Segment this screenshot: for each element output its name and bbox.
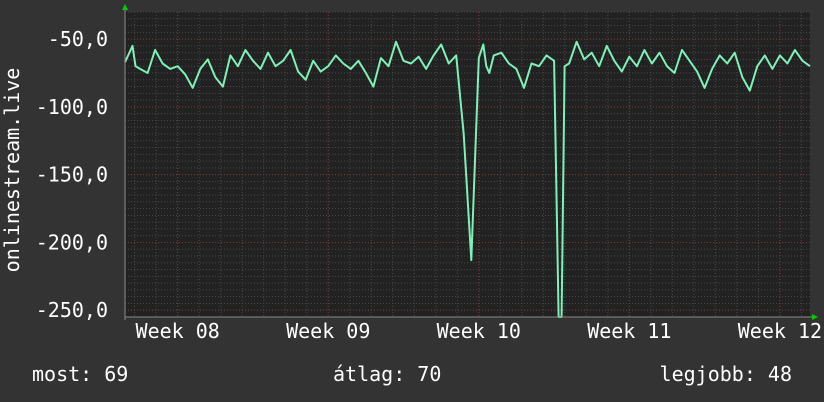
y-axis-label: onlinestream.live xyxy=(0,68,24,273)
x-tick-labels: Week 08 Week 09 Week 10 Week 11 Week 12 xyxy=(136,319,822,343)
grid xyxy=(125,11,810,318)
x-tick-label: Week 12 xyxy=(738,319,822,343)
x-tick-label: Week 09 xyxy=(286,319,370,343)
best-value: legjobb: 48 xyxy=(659,362,792,386)
y-tick-label: -100,0 xyxy=(36,95,108,119)
plot-background xyxy=(125,12,810,317)
y-tick-label: -150,0 xyxy=(36,163,108,187)
x-tick-label: Week 08 xyxy=(136,319,220,343)
y-tick-label: -50,0 xyxy=(48,27,108,51)
plot-area xyxy=(125,12,810,317)
series-group xyxy=(124,40,811,318)
x-axis-arrow xyxy=(812,314,818,320)
current-value: most: 69 xyxy=(32,362,129,386)
y-axis-arrow xyxy=(122,4,128,10)
x-tick-label: Week 10 xyxy=(437,319,521,343)
y-tick-label: -200,0 xyxy=(36,230,108,254)
y-tick-labels: -50,0 -100,0 -150,0 -200,0 -250,0 xyxy=(36,27,108,322)
y-tick-label: -250,0 xyxy=(36,298,108,322)
average-value: átlag: 70 xyxy=(333,362,442,386)
axes xyxy=(122,4,818,320)
series-line xyxy=(124,40,811,318)
x-tick-label: Week 11 xyxy=(587,319,671,343)
